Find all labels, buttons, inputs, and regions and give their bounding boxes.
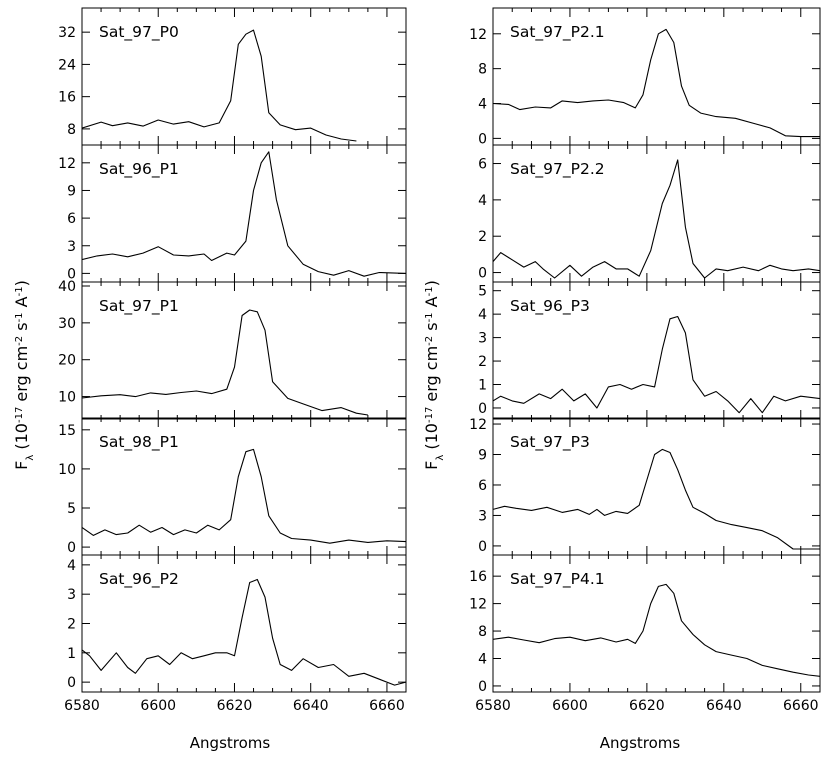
y-tick-label: 9 bbox=[67, 183, 76, 199]
y-tick-label: 0 bbox=[67, 540, 76, 556]
y-tick-label: 3 bbox=[478, 331, 487, 347]
y-tick-label: 10 bbox=[58, 462, 76, 478]
spectrum-line bbox=[82, 448, 406, 544]
y-tick-label: 30 bbox=[58, 316, 76, 332]
y-tick-label: 8 bbox=[67, 122, 76, 138]
y-tick-label: 2 bbox=[67, 617, 76, 633]
y-tick-label: 0 bbox=[67, 675, 76, 691]
y-tick-label: 2 bbox=[478, 229, 487, 245]
y-tick-label: 4 bbox=[478, 193, 487, 209]
panel-frame bbox=[492, 281, 821, 420]
y-tick-label: 12 bbox=[469, 27, 487, 43]
spectrum-line bbox=[493, 583, 820, 677]
y-axis-label-left: Fλ (10-17 erg cm-2 s-1 A-1) bbox=[12, 280, 36, 470]
y-tick-label: 2 bbox=[478, 354, 487, 370]
y-tick-label: 0 bbox=[67, 266, 76, 282]
panel-sat-97-p3: 0 3 6 9 12 Sat_97_P3 bbox=[469, 417, 821, 556]
x-tick-label: 6640 bbox=[706, 698, 742, 714]
y-tick-label: 16 bbox=[469, 569, 487, 585]
y-tick-label: 4 bbox=[478, 651, 487, 667]
panel-title: Sat_97_P2.1 bbox=[510, 23, 605, 42]
spectrum-line bbox=[82, 309, 368, 416]
y-tick-label: 6 bbox=[67, 211, 76, 227]
x-tick-label: 6600 bbox=[552, 698, 588, 714]
x-tick-label: 6580 bbox=[475, 698, 511, 714]
panel-title: Sat_97_P1 bbox=[99, 297, 179, 316]
y-tick-label: 8 bbox=[478, 62, 487, 78]
y-tick-label: 40 bbox=[58, 279, 76, 295]
y-tick-label: 9 bbox=[478, 448, 487, 464]
spectrum-line bbox=[493, 315, 820, 414]
panel-title: Sat_96_P3 bbox=[510, 297, 590, 316]
y-tick-label: 0 bbox=[478, 266, 487, 282]
y-tick-label: 5 bbox=[67, 501, 76, 517]
y-tick-label: 0 bbox=[478, 131, 487, 147]
panel-title: Sat_97_P4.1 bbox=[510, 570, 605, 589]
y-tick-label: 6 bbox=[478, 478, 487, 494]
panel-frame bbox=[492, 554, 821, 693]
y-tick-label: 15 bbox=[58, 423, 76, 439]
y-tick-label: 4 bbox=[67, 558, 76, 574]
panel-sat-96-p3: 0 1 2 3 4 5 Sat_96_P3 bbox=[478, 281, 821, 420]
y-tick-label: 4 bbox=[478, 307, 487, 323]
x-tick-label: 6620 bbox=[217, 698, 253, 714]
y-tick-label: 16 bbox=[58, 90, 76, 106]
y-tick-label: 4 bbox=[478, 97, 487, 113]
panel-title: Sat_97_P2.2 bbox=[510, 160, 605, 179]
y-tick-label: 12 bbox=[469, 417, 487, 433]
spectrum-line bbox=[82, 151, 406, 277]
panel-sat-97-p1: 10 20 30 40 Sat_97_P1 bbox=[58, 279, 407, 420]
x-axis-label-left: Angstroms bbox=[190, 734, 271, 752]
x-tick-label: 6640 bbox=[293, 698, 329, 714]
x-tick-label: 6620 bbox=[629, 698, 665, 714]
panel-sat-97-p0: 8 16 24 32 Sat_97_P0 bbox=[58, 7, 407, 146]
y-axis-label-right: Fλ (10-17 erg cm-2 s-1 A-1) bbox=[422, 280, 446, 470]
spectrum-line bbox=[82, 29, 357, 142]
panel-sat-97-p2-1: 0 4 8 12 Sat_97_P2.1 bbox=[469, 7, 821, 147]
y-tick-label: 3 bbox=[67, 587, 76, 603]
y-tick-label: 6 bbox=[478, 157, 487, 173]
x-tick-label: 6580 bbox=[64, 698, 100, 714]
x-tick-label: 6600 bbox=[140, 698, 176, 714]
y-tick-label: 32 bbox=[58, 25, 76, 41]
y-tick-label: 12 bbox=[58, 156, 76, 172]
panel-sat-96-p2: 0 1 2 3 4 6580 6600 6620 6640 6660 Sat_96_P2 bbox=[64, 554, 407, 714]
panel-sat-98-p1: 0 5 10 15 Sat_98_P1 bbox=[58, 417, 407, 556]
panel-sat-97-p4-1: 0 4 8 12 16 6580 6600 6620 6640 6660 Sat_97_P4.1 bbox=[469, 554, 821, 714]
x-tick-label: 6660 bbox=[369, 698, 405, 714]
panel-sat-96-p1: 0 3 6 9 12 Sat_96_P1 bbox=[58, 144, 407, 283]
x-tick-label: 6660 bbox=[783, 698, 819, 714]
y-tick-label: 24 bbox=[58, 57, 76, 73]
y-tick-label: 10 bbox=[58, 390, 76, 406]
spectrum-line bbox=[493, 448, 820, 550]
y-tick-label: 0 bbox=[478, 401, 487, 417]
y-tick-label: 0 bbox=[478, 679, 487, 695]
y-tick-label: 3 bbox=[67, 239, 76, 255]
x-axis-label-right: Angstroms bbox=[600, 734, 681, 752]
panel-title: Sat_96_P1 bbox=[99, 160, 179, 179]
spectrum-line bbox=[493, 159, 820, 279]
y-tick-label: 5 bbox=[478, 284, 487, 300]
panel-title: Sat_97_P0 bbox=[99, 23, 179, 42]
y-tick-label: 0 bbox=[478, 539, 487, 555]
y-tick-label: 1 bbox=[478, 378, 487, 394]
panel-sat-97-p2-2: 0 2 4 6 Sat_97_P2.2 bbox=[478, 144, 821, 283]
y-tick-label: 3 bbox=[478, 508, 487, 524]
panel-title: Sat_96_P2 bbox=[99, 570, 179, 589]
y-tick-label: 20 bbox=[58, 353, 76, 369]
spectrum-line bbox=[493, 28, 820, 138]
y-tick-label: 12 bbox=[469, 597, 487, 613]
panel-title: Sat_98_P1 bbox=[99, 433, 179, 452]
y-tick-label: 1 bbox=[67, 646, 76, 662]
panel-frame bbox=[81, 281, 407, 420]
panel-title: Sat_97_P3 bbox=[510, 433, 590, 452]
spectrum-line bbox=[82, 578, 406, 686]
y-tick-label: 8 bbox=[478, 624, 487, 640]
